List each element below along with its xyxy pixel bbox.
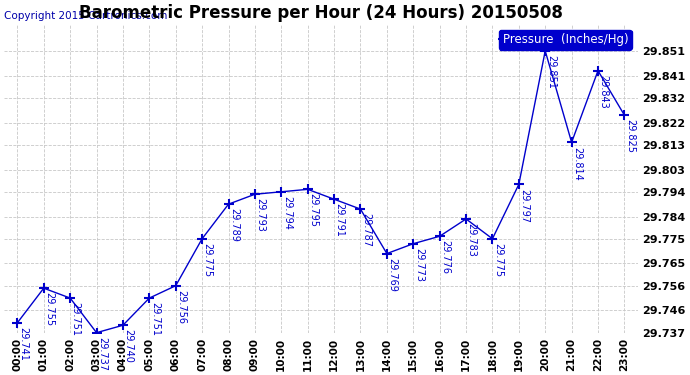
Pressure  (Inches/Hg) [92,330,101,335]
Text: 29.773: 29.773 [414,248,424,282]
Pressure  (Inches/Hg) [541,49,549,53]
Text: 29.795: 29.795 [308,194,318,228]
Pressure  (Inches/Hg) [489,237,497,241]
Text: 29.756: 29.756 [176,290,186,324]
Pressure  (Inches/Hg) [620,113,629,117]
Text: Copyright 2015 Cartronics.com: Copyright 2015 Cartronics.com [4,10,168,21]
Pressure  (Inches/Hg) [435,234,444,238]
Pressure  (Inches/Hg) [594,68,602,73]
Pressure  (Inches/Hg) [383,251,391,256]
Pressure  (Inches/Hg) [66,296,75,300]
Text: 29.741: 29.741 [18,327,28,361]
Legend: Pressure  (Inches/Hg): Pressure (Inches/Hg) [499,30,631,50]
Text: 29.775: 29.775 [203,243,213,277]
Pressure  (Inches/Hg) [304,187,312,192]
Pressure  (Inches/Hg) [356,207,364,212]
Pressure  (Inches/Hg) [172,284,180,288]
Text: 29.776: 29.776 [440,240,450,274]
Pressure  (Inches/Hg) [462,217,470,221]
Pressure  (Inches/Hg) [145,296,153,300]
Text: 29.791: 29.791 [335,203,344,237]
Text: 29.783: 29.783 [466,223,477,257]
Text: 29.797: 29.797 [520,189,529,222]
Pressure  (Inches/Hg) [567,140,575,145]
Text: 29.789: 29.789 [229,208,239,242]
Title: Barometric Pressure per Hour (24 Hours) 20150508: Barometric Pressure per Hour (24 Hours) … [79,4,563,22]
Text: 29.775: 29.775 [493,243,503,277]
Text: 29.751: 29.751 [70,302,81,336]
Pressure  (Inches/Hg) [119,323,127,327]
Pressure  (Inches/Hg) [13,321,21,325]
Text: 29.740: 29.740 [124,329,133,363]
Text: 29.751: 29.751 [150,302,160,336]
Text: 29.769: 29.769 [387,258,397,292]
Text: 29.737: 29.737 [97,337,107,371]
Pressure  (Inches/Hg) [409,242,417,246]
Pressure  (Inches/Hg) [224,202,233,206]
Text: 29.814: 29.814 [572,147,582,180]
Pressure  (Inches/Hg) [39,286,48,290]
Pressure  (Inches/Hg) [198,237,206,241]
Pressure  (Inches/Hg) [250,192,259,196]
Text: 29.825: 29.825 [625,119,635,153]
Text: 29.787: 29.787 [361,213,371,247]
Text: 29.843: 29.843 [598,75,609,109]
Text: 29.755: 29.755 [44,292,55,327]
Line: Pressure  (Inches/Hg): Pressure (Inches/Hg) [12,46,629,338]
Pressure  (Inches/Hg) [330,197,338,201]
Pressure  (Inches/Hg) [277,189,286,194]
Text: 29.851: 29.851 [546,55,555,89]
Pressure  (Inches/Hg) [515,182,523,187]
Text: 29.793: 29.793 [255,198,266,232]
Text: 29.794: 29.794 [282,196,292,230]
